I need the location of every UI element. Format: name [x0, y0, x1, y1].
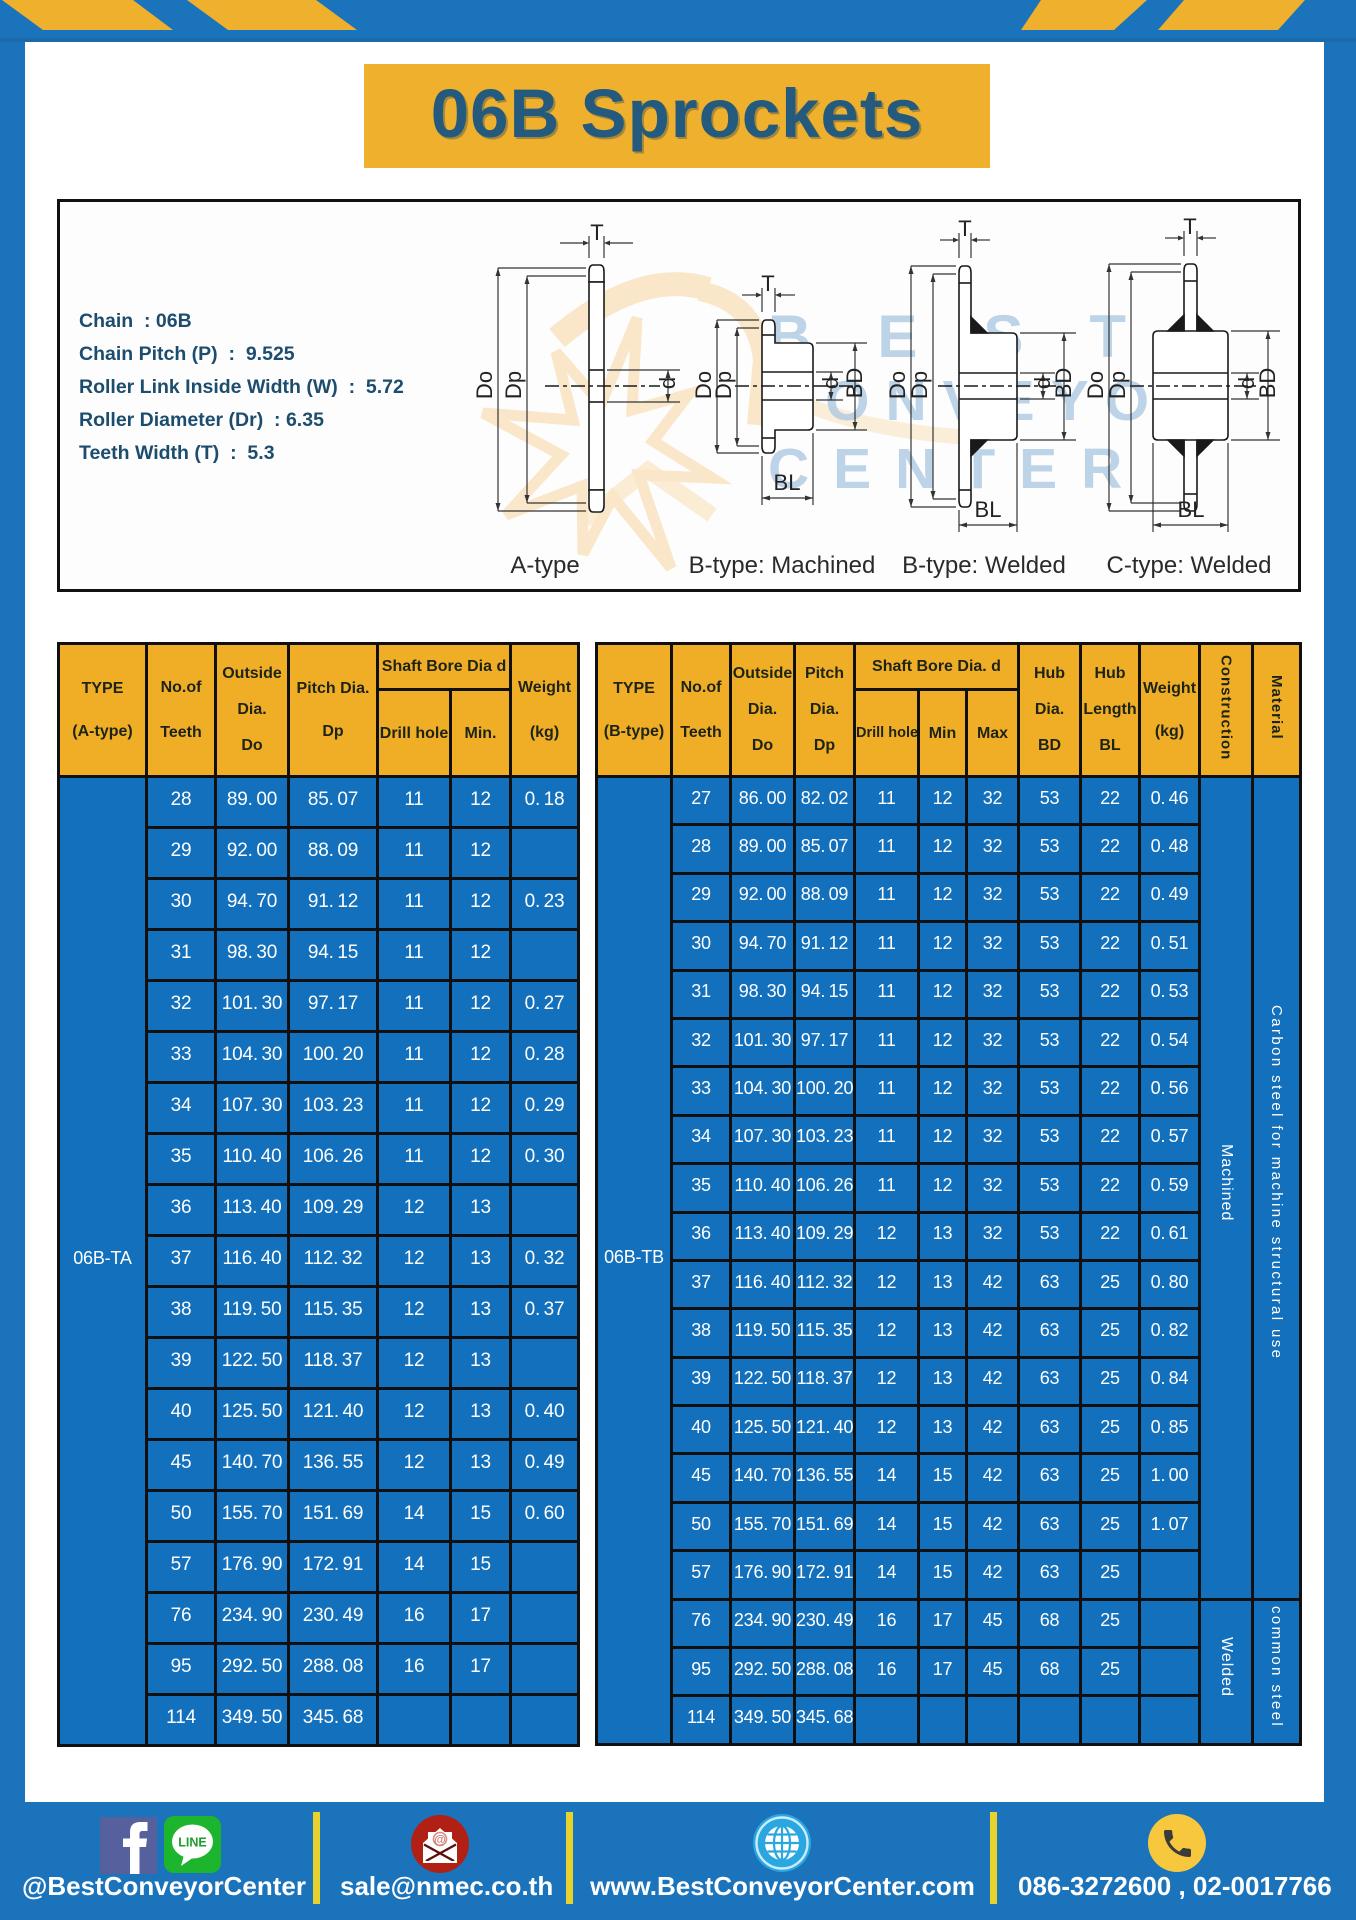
svg-text:d: d — [655, 377, 680, 389]
svg-text:Do: Do — [691, 371, 716, 399]
svg-text:BL: BL — [1178, 497, 1205, 522]
svg-text:T: T — [1183, 214, 1196, 239]
svg-text:BL: BL — [774, 470, 801, 495]
svg-text:d: d — [818, 377, 843, 389]
svg-text:BL: BL — [975, 497, 1002, 522]
svg-text:d: d — [1030, 377, 1055, 389]
svg-text:BD: BD — [1051, 368, 1076, 399]
svg-text:T: T — [958, 216, 971, 241]
svg-text:@: @ — [434, 1833, 446, 1847]
svg-text:T: T — [590, 220, 603, 245]
svg-text:d: d — [1234, 377, 1259, 389]
svg-text:LINE: LINE — [178, 1836, 206, 1850]
svg-text:Dp: Dp — [907, 371, 932, 399]
svg-text:T: T — [761, 271, 774, 296]
svg-text:A-type: A-type — [510, 552, 579, 579]
svg-text:Dp: Dp — [1105, 371, 1130, 399]
svg-text:BD: BD — [842, 368, 867, 399]
svg-text:B-type: Welded: B-type: Welded — [902, 552, 1066, 579]
svg-text:Dp: Dp — [711, 371, 736, 399]
svg-text:Do: Do — [1083, 371, 1108, 399]
svg-text:C-type: Welded: C-type: Welded — [1107, 552, 1272, 579]
svg-text:BD: BD — [1255, 368, 1280, 399]
svg-text:Do: Do — [885, 371, 910, 399]
svg-text:Dp: Dp — [501, 371, 526, 399]
svg-text:CENTER: CENTER — [768, 437, 1146, 501]
svg-text:B-type: Machined: B-type: Machined — [689, 552, 876, 579]
svg-text:Do: Do — [472, 371, 497, 399]
svg-text:BEST: BEST — [768, 303, 1192, 370]
